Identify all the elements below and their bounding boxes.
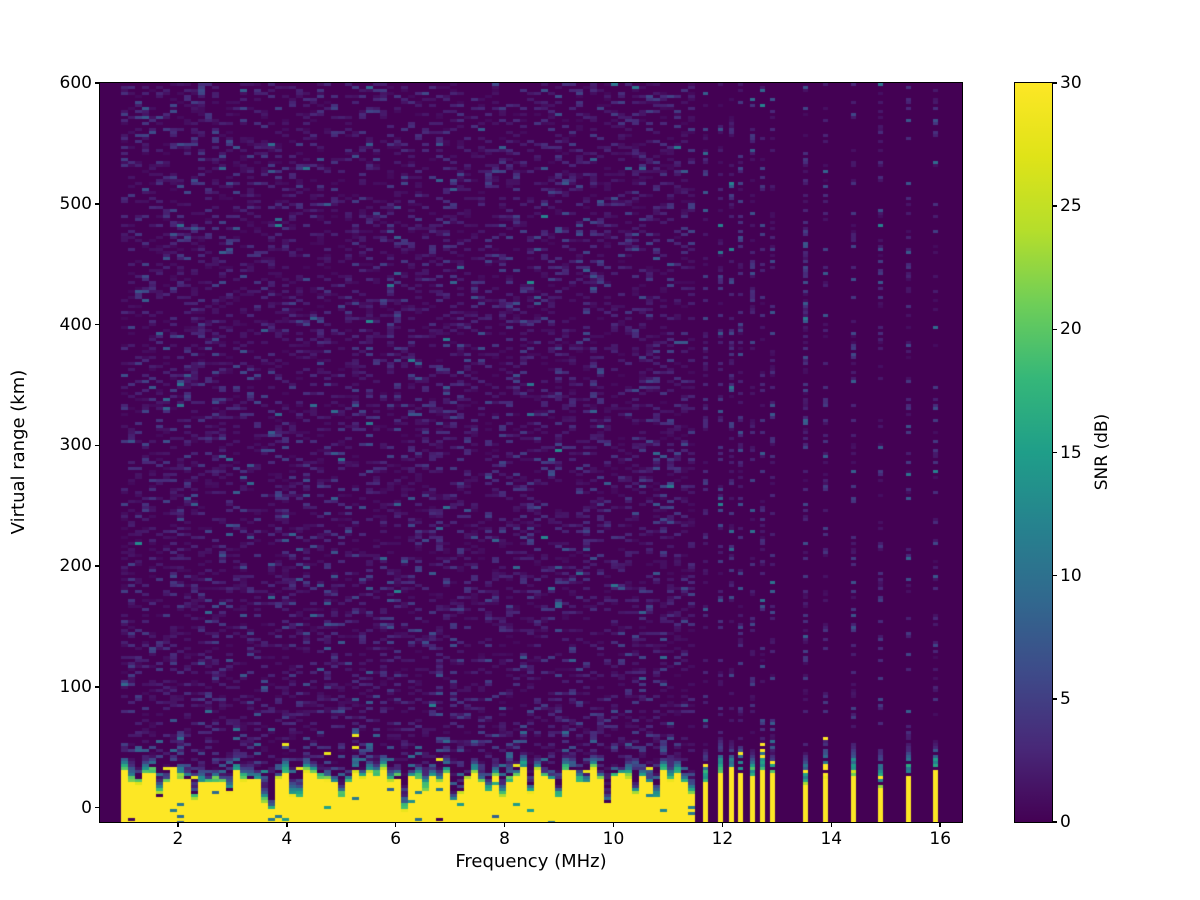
y-tick-label: 600 bbox=[59, 73, 92, 93]
x-tick-label: 14 bbox=[820, 829, 843, 849]
x-tick-mark bbox=[503, 823, 506, 827]
x-tick-mark bbox=[721, 823, 724, 827]
colorbar-tick-label: 30 bbox=[1060, 73, 1082, 93]
x-axis-label: Frequency (MHz) bbox=[455, 851, 607, 872]
y-tick-mark bbox=[95, 82, 99, 84]
colorbar-tick-label: 10 bbox=[1060, 565, 1082, 586]
y-tick-mark bbox=[95, 686, 99, 688]
colorbar-tick-mark bbox=[1053, 82, 1057, 84]
colorbar-tick-label: 25 bbox=[1060, 196, 1082, 217]
colorbar-tick-mark bbox=[1053, 574, 1057, 577]
y-tick-label: 0 bbox=[81, 797, 92, 818]
y-tick-mark bbox=[95, 806, 99, 809]
x-tick-label: 4 bbox=[281, 829, 293, 849]
y-tick-label: 100 bbox=[59, 676, 92, 697]
colorbar-tick-mark bbox=[1053, 328, 1057, 331]
plot-area bbox=[99, 82, 963, 823]
x-tick-label: 16 bbox=[929, 829, 952, 849]
x-tick-mark bbox=[177, 823, 179, 827]
y-tick-label: 200 bbox=[59, 556, 92, 576]
y-tick-label: 400 bbox=[59, 314, 92, 335]
colorbar-tick-mark bbox=[1053, 451, 1057, 454]
colorbar bbox=[1014, 82, 1053, 823]
colorbar-tick-label: 5 bbox=[1060, 688, 1071, 709]
x-tick-label: 2 bbox=[172, 829, 184, 849]
colorbar-tick-label: 0 bbox=[1060, 812, 1071, 832]
x-tick-label: 6 bbox=[390, 829, 402, 849]
y-tick-mark bbox=[95, 323, 99, 326]
colorbar-label: SNR (dB) bbox=[1092, 413, 1112, 491]
y-tick-label: 300 bbox=[59, 435, 92, 456]
colorbar-tick-label: 20 bbox=[1060, 319, 1082, 340]
colorbar-tick-mark bbox=[1053, 821, 1057, 823]
colorbar-tick-mark bbox=[1053, 205, 1057, 207]
x-tick-label: 8 bbox=[499, 829, 510, 849]
x-tick-label: 10 bbox=[602, 829, 625, 849]
y-axis-label: Virtual range (km) bbox=[8, 369, 29, 535]
colorbar-tick-mark bbox=[1053, 698, 1057, 700]
colorbar-tick-label: 15 bbox=[1060, 442, 1082, 463]
y-tick-label: 500 bbox=[59, 193, 92, 214]
ionogram-heatmap bbox=[100, 83, 962, 822]
x-tick-mark bbox=[612, 823, 615, 827]
x-tick-label: 12 bbox=[711, 829, 734, 849]
x-tick-mark bbox=[830, 823, 833, 827]
y-tick-mark bbox=[95, 444, 99, 446]
x-tick-mark bbox=[394, 823, 397, 827]
x-tick-mark bbox=[939, 823, 941, 827]
y-tick-mark bbox=[95, 565, 99, 567]
x-tick-mark bbox=[286, 823, 288, 827]
y-tick-mark bbox=[95, 203, 99, 205]
